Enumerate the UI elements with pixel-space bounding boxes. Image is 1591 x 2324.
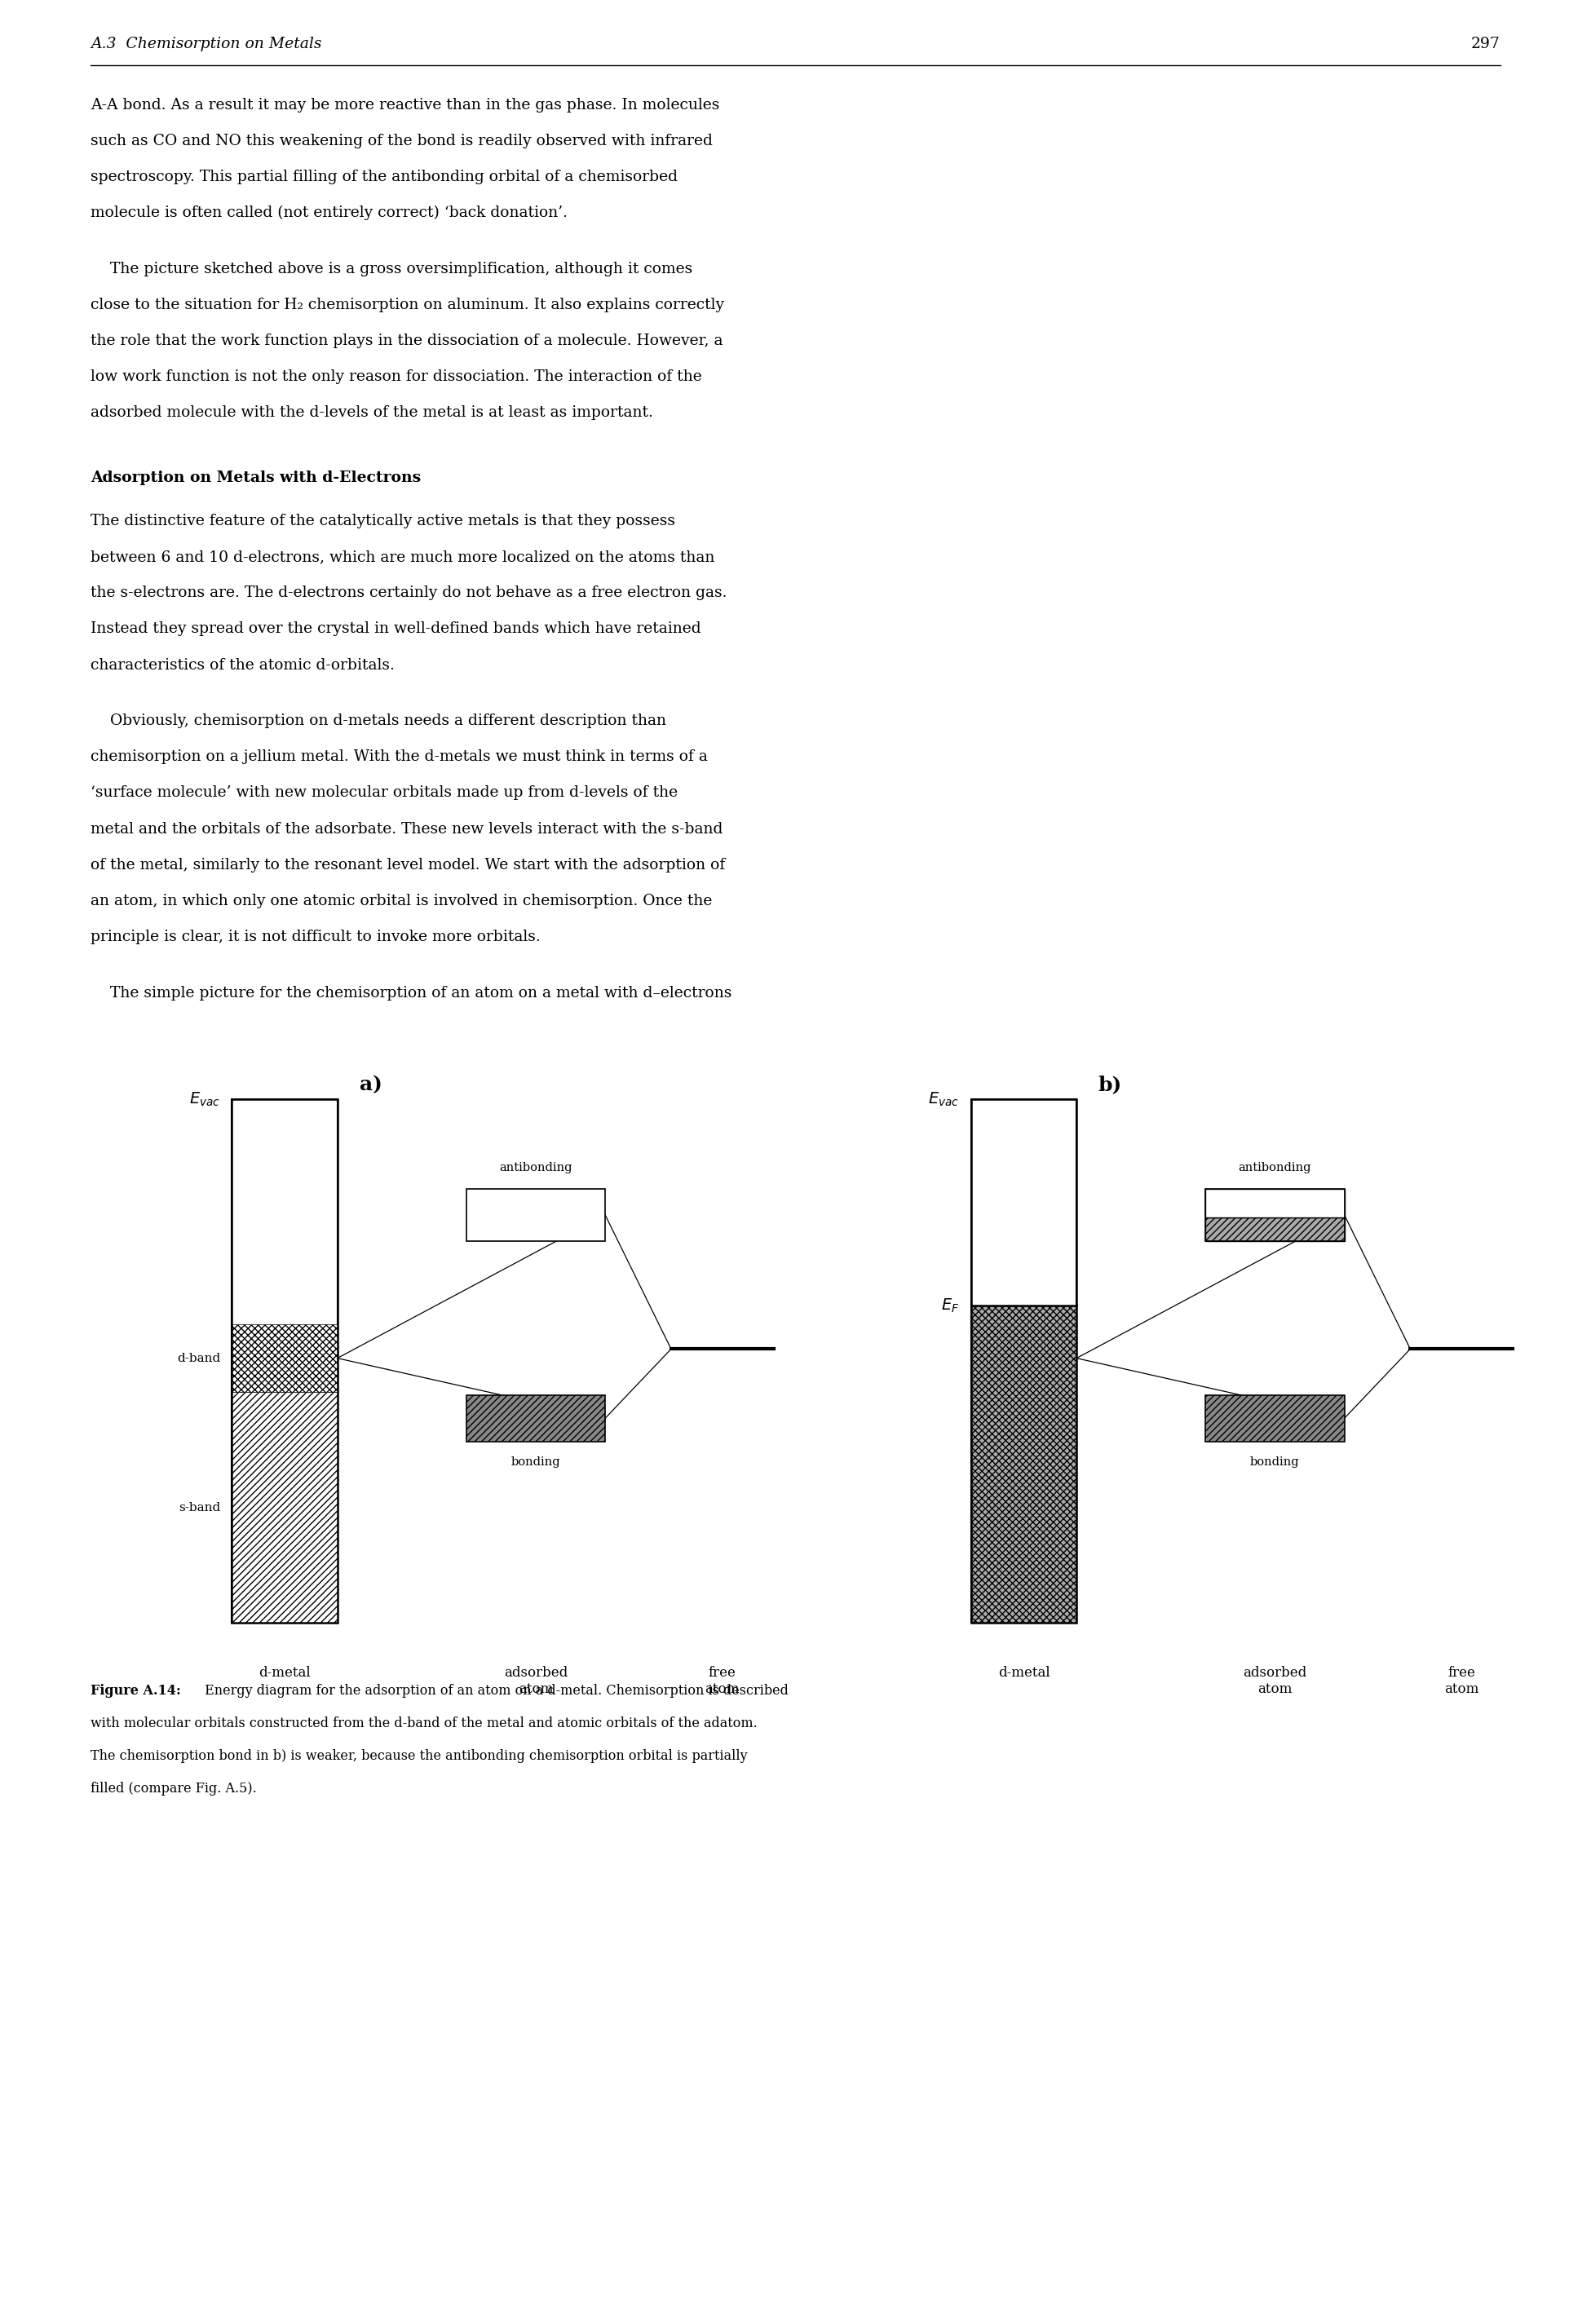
Text: spectroscopy. This partial filling of the antibonding orbital of a chemisorbed: spectroscopy. This partial filling of th… xyxy=(91,170,678,184)
Bar xyxy=(232,1099,337,1622)
Text: chemisorption on a jellium metal. With the d-metals we must think in terms of a: chemisorption on a jellium metal. With t… xyxy=(91,751,708,765)
Text: A.3  Chemisorption on Metals: A.3 Chemisorption on Metals xyxy=(91,37,321,51)
Text: $E_F$: $E_F$ xyxy=(942,1297,959,1315)
Text: such as CO and NO this weakening of the bond is readily observed with infrared: such as CO and NO this weakening of the … xyxy=(91,135,713,149)
Text: metal and the orbitals of the adsorbate. These new levels interact with the s-ba: metal and the orbitals of the adsorbate.… xyxy=(91,823,722,837)
Text: between 6 and 10 d-electrons, which are much more localized on the atoms than: between 6 and 10 d-electrons, which are … xyxy=(91,551,714,565)
Bar xyxy=(971,1099,1077,1622)
Text: antibonding: antibonding xyxy=(1238,1162,1311,1174)
Text: The distinctive feature of the catalytically active metals is that they possess: The distinctive feature of the catalytic… xyxy=(91,514,676,528)
Text: d-metal: d-metal xyxy=(998,1666,1050,1680)
Text: filled (compare Fig. A.5).: filled (compare Fig. A.5). xyxy=(91,1783,256,1796)
Text: Energy diagram for the adsorption of an atom on a d-metal. Chemisorption is desc: Energy diagram for the adsorption of an … xyxy=(200,1685,788,1699)
Text: the role that the work function plays in the dissociation of a molecule. However: the role that the work function plays in… xyxy=(91,335,722,349)
Text: characteristics of the atomic d-orbitals.: characteristics of the atomic d-orbitals… xyxy=(91,658,395,672)
Text: with molecular orbitals constructed from the d-band of the metal and atomic orbi: with molecular orbitals constructed from… xyxy=(91,1717,757,1731)
Text: close to the situation for H₂ chemisorption on aluminum. It also explains correc: close to the situation for H₂ chemisorpt… xyxy=(91,297,724,311)
Text: The chemisorption bond in b) is weaker, because the antibonding chemisorption or: The chemisorption bond in b) is weaker, … xyxy=(91,1750,748,1764)
Text: adsorbed
atom: adsorbed atom xyxy=(504,1666,568,1697)
Bar xyxy=(971,1099,1077,1622)
Bar xyxy=(232,1099,337,1622)
Text: The picture sketched above is a gross oversimplification, although it comes: The picture sketched above is a gross ov… xyxy=(91,263,692,277)
Text: of the metal, similarly to the resonant level model. We start with the adsorptio: of the metal, similarly to the resonant … xyxy=(91,858,725,872)
Text: The simple picture for the chemisorption of an atom on a metal with d–electrons: The simple picture for the chemisorption… xyxy=(91,985,732,999)
Bar xyxy=(466,1190,605,1241)
Text: Adsorption on Metals with d-Electrons: Adsorption on Metals with d-Electrons xyxy=(91,469,422,486)
Text: Obviously, chemisorption on d-metals needs a different description than: Obviously, chemisorption on d-metals nee… xyxy=(91,713,667,727)
Bar xyxy=(971,1392,1077,1622)
Text: the s-electrons are. The d-electrons certainly do not behave as a free electron : the s-electrons are. The d-electrons cer… xyxy=(91,586,727,600)
Text: bonding: bonding xyxy=(1251,1457,1300,1469)
Bar xyxy=(1206,1394,1344,1441)
Text: b): b) xyxy=(1098,1076,1122,1095)
Text: antibonding: antibonding xyxy=(500,1162,573,1174)
Text: an atom, in which only one atomic orbital is involved in chemisorption. Once the: an atom, in which only one atomic orbita… xyxy=(91,895,713,909)
Bar xyxy=(971,1325,1077,1392)
Text: adsorbed
atom: adsorbed atom xyxy=(1243,1666,1306,1697)
Bar xyxy=(971,1306,1077,1622)
Bar xyxy=(232,1392,337,1622)
Text: bonding: bonding xyxy=(511,1457,560,1469)
Text: $E_{vac}$: $E_{vac}$ xyxy=(929,1090,959,1109)
Text: $E_{vac}$: $E_{vac}$ xyxy=(189,1090,220,1109)
Text: principle is clear, it is not difficult to invoke more orbitals.: principle is clear, it is not difficult … xyxy=(91,930,541,944)
Text: d-metal: d-metal xyxy=(259,1666,310,1680)
Bar xyxy=(1206,1190,1344,1241)
Text: d-band: d-band xyxy=(177,1353,220,1364)
Bar xyxy=(1206,1218,1344,1241)
Text: free
atom: free atom xyxy=(1445,1666,1478,1697)
Bar xyxy=(466,1394,605,1441)
Text: adsorbed molecule with the d-levels of the metal is at least as important.: adsorbed molecule with the d-levels of t… xyxy=(91,407,654,421)
Text: molecule is often called (not entirely correct) ‘back donation’.: molecule is often called (not entirely c… xyxy=(91,207,568,221)
Bar xyxy=(1206,1190,1344,1218)
Text: free
atom: free atom xyxy=(705,1666,740,1697)
Text: s-band: s-band xyxy=(178,1501,220,1513)
Text: A-A bond. As a result it may be more reactive than in the gas phase. In molecule: A-A bond. As a result it may be more rea… xyxy=(91,98,719,112)
Text: Instead they spread over the crystal in well-defined bands which have retained: Instead they spread over the crystal in … xyxy=(91,623,702,637)
Bar xyxy=(232,1325,337,1392)
Text: 297: 297 xyxy=(1472,37,1500,51)
Text: a): a) xyxy=(360,1076,382,1095)
Text: Figure A.14:: Figure A.14: xyxy=(91,1685,181,1699)
Text: low work function is not the only reason for dissociation. The interaction of th: low work function is not the only reason… xyxy=(91,370,702,383)
Text: ‘surface molecule’ with new molecular orbitals made up from d-levels of the: ‘surface molecule’ with new molecular or… xyxy=(91,786,678,799)
